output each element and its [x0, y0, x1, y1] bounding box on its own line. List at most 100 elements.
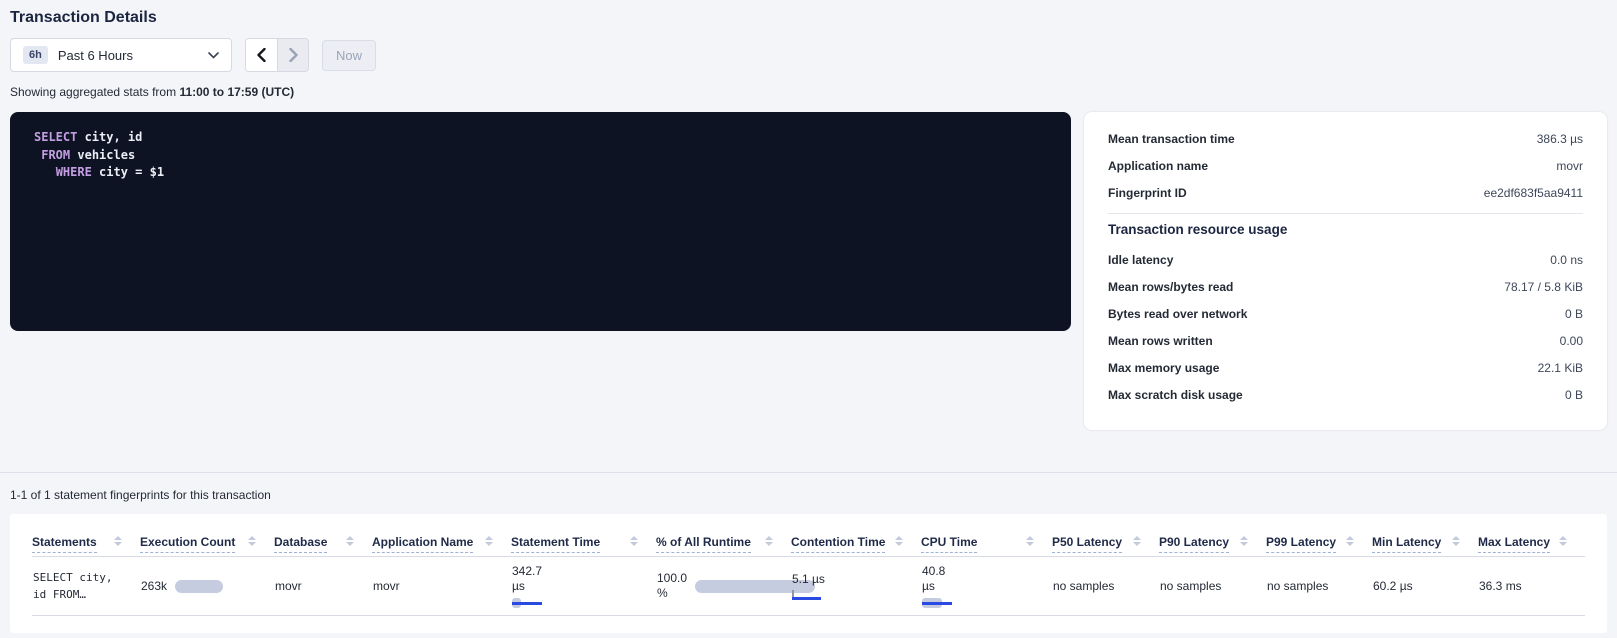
- sort-icon[interactable]: [114, 536, 122, 546]
- table-header-row: Statements Execution Count Database Appl…: [32, 529, 1585, 557]
- sort-icon[interactable]: [248, 536, 256, 546]
- prev-time-button[interactable]: [246, 39, 277, 71]
- page-title: Transaction Details: [10, 9, 157, 26]
- statement-time-cell: 342.7 µs: [511, 556, 656, 616]
- col-header-statements[interactable]: Statements: [32, 529, 140, 557]
- sort-icon[interactable]: [346, 536, 354, 546]
- summary-label: Mean rows written: [1108, 333, 1213, 348]
- statement-time-bar: [512, 598, 642, 608]
- sort-icon[interactable]: [765, 536, 773, 546]
- summary-row: Fingerprint ID ee2df683f5aa9411: [1108, 179, 1583, 206]
- sort-icon[interactable]: [1026, 536, 1034, 546]
- p90-latency-cell: no samples: [1159, 556, 1266, 616]
- time-range-dropdown[interactable]: 6h Past 6 Hours: [10, 38, 232, 72]
- next-time-button[interactable]: [277, 39, 308, 71]
- transaction-summary-card: Mean transaction time 386.3 µs Applicati…: [1084, 112, 1607, 430]
- col-header-pct-runtime[interactable]: % of All Runtime: [656, 529, 791, 557]
- p50-latency-cell: no samples: [1052, 556, 1159, 616]
- now-button[interactable]: Now: [322, 39, 377, 71]
- summary-row: Mean transaction time 386.3 µs: [1108, 125, 1583, 152]
- time-controls: 6h Past 6 Hours Now: [10, 38, 1607, 72]
- summary-value: 0 B: [1564, 306, 1583, 321]
- col-header-application-name[interactable]: Application Name: [372, 529, 511, 557]
- summary-label: Idle latency: [1108, 252, 1174, 267]
- col-header-min-latency[interactable]: Min Latency: [1372, 529, 1478, 557]
- col-header-p99-latency[interactable]: P99 Latency: [1266, 529, 1372, 557]
- col-header-statement-time[interactable]: Statement Time: [511, 529, 656, 557]
- sql-keyword: FROM: [41, 147, 71, 162]
- col-header-p90-latency[interactable]: P90 Latency: [1159, 529, 1266, 557]
- statement-link[interactable]: SELECT city, id FROM…: [33, 571, 113, 601]
- chevron-left-icon: [257, 48, 266, 62]
- summary-label: Application name: [1108, 158, 1209, 173]
- summary-value: ee2df683f5aa9411: [1483, 185, 1583, 200]
- p99-latency-cell: no samples: [1266, 556, 1372, 616]
- summary-label: Bytes read over network: [1108, 306, 1248, 321]
- summary-value: 0.00: [1559, 333, 1583, 348]
- database-cell: movr: [274, 556, 372, 616]
- summary-row: Max memory usage 22.1 KiB: [1108, 354, 1583, 381]
- sort-icon[interactable]: [1133, 536, 1141, 546]
- contention-time-bar: [792, 590, 907, 600]
- stats-range-text: Showing aggregated stats from 11:00 to 1…: [10, 85, 1607, 99]
- sql-line: SELECT city, id: [34, 129, 1047, 147]
- sql-keyword: SELECT: [34, 130, 78, 144]
- min-latency-cell: 60.2 µs: [1372, 556, 1478, 616]
- time-range-badge: 6h: [23, 46, 48, 64]
- chevron-right-icon: [288, 48, 298, 62]
- summary-value: 0 B: [1564, 387, 1583, 402]
- sql-text: [34, 165, 56, 179]
- sort-icon[interactable]: [1559, 536, 1567, 546]
- summary-value: 0.0 ns: [1550, 252, 1583, 267]
- summary-label: Mean rows/bytes read: [1108, 279, 1234, 294]
- summary-label: Max memory usage: [1108, 360, 1220, 375]
- summary-label: Max scratch disk usage: [1108, 387, 1243, 402]
- chevron-down-icon: [208, 51, 219, 59]
- sql-keyword: WHERE: [55, 165, 92, 179]
- summary-value: 386.3 µs: [1536, 131, 1583, 146]
- statement-row: SELECT city, id FROM… 263k movr movr: [32, 556, 1585, 616]
- summary-value: 22.1 KiB: [1537, 360, 1583, 375]
- sort-icon[interactable]: [485, 536, 493, 546]
- execution-count-bar: [175, 579, 224, 593]
- cpu-time-bar: [922, 598, 1038, 608]
- col-header-database[interactable]: Database: [274, 529, 372, 557]
- summary-row: Bytes read over network 0 B: [1108, 300, 1583, 327]
- sql-line: WHERE city = $1: [34, 164, 1047, 182]
- sort-icon[interactable]: [1346, 536, 1354, 546]
- sort-icon[interactable]: [895, 536, 903, 546]
- col-header-cpu-time[interactable]: CPU Time: [921, 529, 1052, 557]
- sql-line: FROM vehicles: [34, 147, 1047, 165]
- statement-cell[interactable]: SELECT city, id FROM…: [32, 556, 140, 616]
- cpu-time-cell: 40.8 µs: [921, 556, 1052, 616]
- summary-value: 78.17 / 5.8 KiB: [1504, 279, 1583, 294]
- execution-count-cell: 263k: [140, 556, 274, 616]
- application-name-cell: movr: [372, 556, 511, 616]
- main-content: SELECT city, id FROM vehicles WHERE city…: [10, 112, 1607, 430]
- sort-icon[interactable]: [1452, 536, 1460, 546]
- execution-count-value: 263k: [141, 579, 168, 593]
- summary-row: Max scratch disk usage 0 B: [1108, 381, 1583, 408]
- summary-row: Idle latency 0.0 ns: [1108, 246, 1583, 273]
- col-header-max-latency[interactable]: Max Latency: [1478, 529, 1585, 557]
- resource-usage-heading: Transaction resource usage: [1108, 222, 1288, 237]
- sql-query-box: SELECT city, id FROM vehicles WHERE city…: [10, 112, 1071, 331]
- summary-row: Application name movr: [1108, 152, 1583, 179]
- sql-text: city = $1: [91, 165, 165, 179]
- summary-label: Mean transaction time: [1108, 131, 1235, 146]
- summary-divider: [1108, 213, 1583, 214]
- summary-row: Mean rows/bytes read 78.17 / 5.8 KiB: [1108, 273, 1583, 300]
- sql-text: vehicles: [70, 147, 136, 162]
- stats-range-prefix: Showing aggregated stats from: [10, 85, 180, 99]
- pct-runtime-cell: 100.0 %: [656, 556, 816, 616]
- col-header-p50-latency[interactable]: P50 Latency: [1052, 529, 1159, 557]
- statements-table-card: Statements Execution Count Database Appl…: [10, 514, 1607, 633]
- sort-icon[interactable]: [630, 536, 638, 546]
- section-divider: [0, 472, 1617, 473]
- col-header-contention-time[interactable]: Contention Time: [791, 529, 921, 557]
- col-header-execution-count[interactable]: Execution Count: [140, 529, 274, 557]
- statement-fingerprint-count: 1-1 of 1 statement fingerprints for this…: [10, 488, 271, 502]
- summary-value: movr: [1556, 158, 1583, 173]
- sort-icon[interactable]: [1240, 536, 1248, 546]
